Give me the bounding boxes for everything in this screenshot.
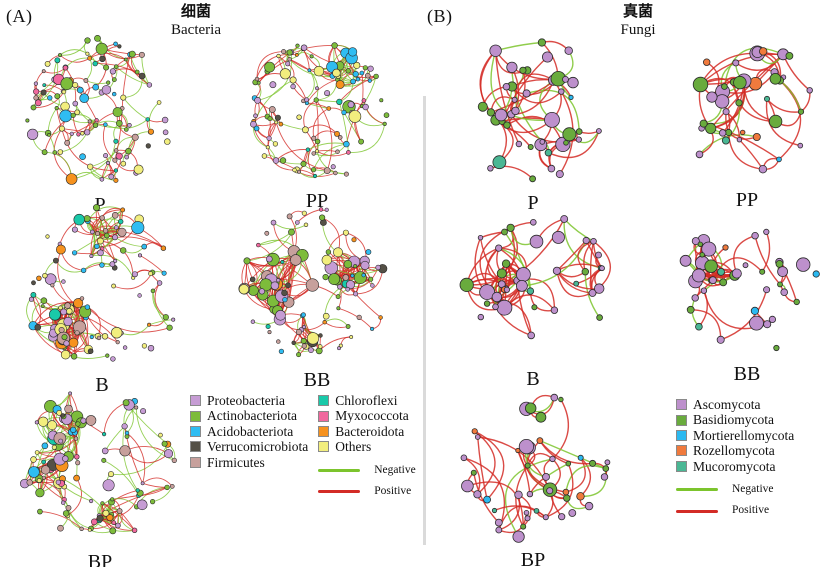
legend-swatch-icon (190, 425, 201, 437)
network-svg-A-BB (238, 207, 388, 358)
network-svg-A-P (25, 34, 171, 185)
network-fungi-B: B (446, 198, 620, 391)
legend-item-label: Basidiomycota (693, 412, 774, 428)
network-bacteria-PP: PP (235, 30, 399, 213)
panel-a-title-zh: 细菌 (180, 4, 211, 20)
legend-item-label: Actinobacteriota (207, 408, 297, 424)
legend-item-mucoromycota: Mucoromycota (676, 459, 794, 474)
panel-a-title: 细菌 Bacteria (171, 3, 221, 39)
network-label: P (527, 192, 539, 214)
network-svg-B-PP (692, 45, 813, 174)
legend-swatch-icon (318, 395, 330, 407)
legend-edge-label: Negative (732, 482, 774, 495)
legend-swatch-icon (190, 456, 201, 468)
legend-swatch-icon (318, 441, 330, 453)
legend-item-label: Proteobacteria (207, 392, 285, 408)
legend-swatch-icon (190, 441, 201, 453)
legend-column: Chloroflexi Myxococcota Bacteroidota Others… (318, 393, 416, 498)
network-label: BP (87, 551, 113, 567)
legend-edge-label: Negative (374, 463, 416, 476)
legend-edge-positive: Positive (318, 486, 416, 498)
legend-swatch-icon (190, 410, 201, 422)
network-bacteria-B: B (10, 194, 194, 397)
network-fungi-P: P (449, 28, 617, 215)
legend-item-label: Acidobacteriota (207, 423, 294, 439)
panel-a-title-en: Bacteria (171, 22, 221, 38)
network-fungi-PP: PP (665, 29, 829, 212)
legend-item-firmicutes: Firmicutes (190, 455, 308, 470)
legend-item-label: Mortierellomycota (693, 427, 795, 443)
legend-swatch-icon (676, 429, 687, 441)
panel-divider (423, 96, 426, 545)
legend-item-label: Firmicutes (207, 454, 265, 470)
network-bacteria-BB: BB (228, 195, 406, 392)
panel-a-tag: (A) (6, 6, 33, 26)
legend-item-mortierellomycota: Mortierellomycota (676, 428, 794, 443)
network-bacteria-P: P (14, 26, 186, 217)
network-svg-A-PP (250, 42, 390, 179)
network-label: P (94, 194, 106, 216)
network-svg-A-BP (19, 391, 177, 535)
legend-item-others: Others (318, 439, 416, 454)
legend-item-label: Others (335, 439, 372, 455)
legend-item-rozellomycota: Rozellomycota (676, 443, 794, 458)
legend-item-label: Bacteroidota (335, 423, 405, 439)
network-svg-B-P (477, 38, 602, 183)
legend-edge-negative: Negative (676, 482, 794, 496)
network-svg-B-BB (679, 228, 820, 352)
legend-swatch-icon (318, 410, 330, 422)
panel-b-title-en: Fungi (620, 22, 656, 38)
legend-fungi: Ascomycota Basidiomycota Mortierellomycota… (676, 397, 794, 517)
panel-b-tag: (B) (427, 6, 453, 26)
legend-item-basidiomycota: Basidiomycota (676, 412, 794, 427)
legend-edge-positive: Positive (676, 505, 794, 517)
legend-item-label: Myxococcota (335, 408, 409, 424)
legend-item-verrucomicrobiota: Verrucomicrobiota (190, 439, 308, 454)
legend-item-label: Mucoromycota (693, 458, 776, 474)
panel-b-title-zh: 真菌 (622, 4, 654, 20)
network-label: PP (305, 190, 329, 212)
network-fungi-BB: BB (663, 199, 831, 386)
legend-swatch-icon (676, 460, 687, 472)
network-label: B (526, 368, 540, 390)
network-label: B (95, 374, 109, 396)
legend-edge-label: Positive (732, 504, 770, 517)
network-label: BP (520, 549, 546, 567)
legend-swatch-icon (676, 414, 687, 426)
legend-item-label: Ascomycota (693, 396, 761, 412)
panel-b-title: 真菌 Fungi (620, 3, 655, 39)
network-svg-A-B (26, 204, 176, 362)
legend-edge-negative: Negative (318, 463, 416, 477)
network-label: BB (733, 363, 761, 385)
legend-column: Proteobacteria Actinobacteriota Acidobacte… (190, 393, 308, 498)
network-fungi-BP: BP (446, 379, 620, 567)
legend-swatch-icon (318, 425, 330, 437)
legend-item-actinobacteriota: Actinobacteriota (190, 408, 308, 423)
network-svg-B-BP (460, 393, 611, 543)
legend-bacteria: Proteobacteria Actinobacteriota Acidobacte… (190, 393, 416, 498)
legend-item-bacteroidota: Bacteroidota (318, 424, 416, 439)
legend-item-label: Verrucomicrobiota (207, 439, 309, 455)
legend-column: Ascomycota Basidiomycota Mortierellomycota… (676, 397, 794, 517)
legend-edge-label: Positive (374, 485, 412, 498)
positive-edge-line-icon (676, 509, 718, 513)
legend-item-proteobacteria: Proteobacteria (190, 393, 308, 408)
negative-edge-line-icon (318, 468, 361, 472)
legend-swatch-icon (676, 445, 687, 457)
network-bacteria-BP: BP (10, 375, 190, 567)
legend-item-acidobacteriota: Acidobacteriota (190, 424, 308, 439)
legend-item-label: Rozellomycota (693, 443, 775, 459)
legend-item-ascomycota: Ascomycota (676, 397, 794, 412)
legend-swatch-icon (190, 395, 201, 407)
legend-swatch-icon (676, 399, 687, 411)
network-label: BB (303, 369, 331, 391)
legend-item-chloroflexi: Chloroflexi (318, 393, 416, 408)
positive-edge-line-icon (318, 490, 361, 494)
network-label: PP (735, 189, 759, 211)
legend-item-label: Chloroflexi (335, 392, 398, 408)
negative-edge-line-icon (676, 488, 718, 492)
legend-item-myxococcota: Myxococcota (318, 408, 416, 423)
network-svg-B-B (459, 215, 611, 340)
